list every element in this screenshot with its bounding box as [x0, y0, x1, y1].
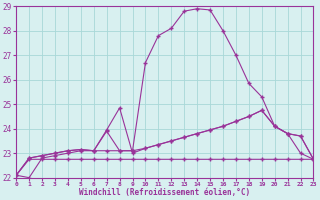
- X-axis label: Windchill (Refroidissement éolien,°C): Windchill (Refroidissement éolien,°C): [79, 188, 250, 197]
